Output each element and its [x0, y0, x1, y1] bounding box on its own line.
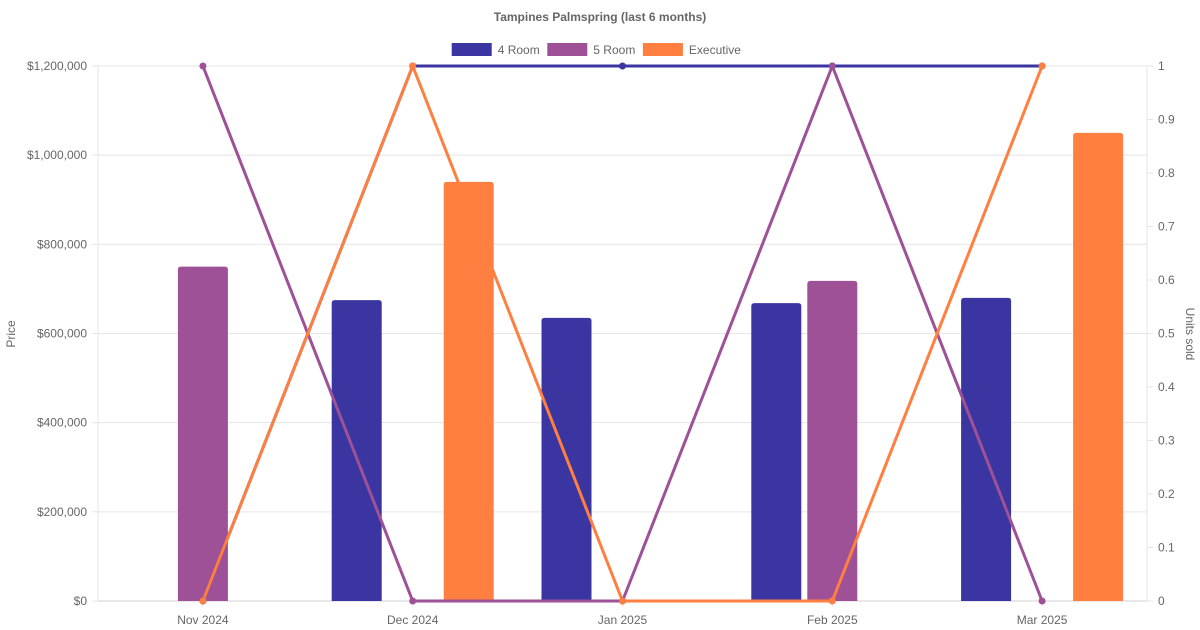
bar-5-room[interactable]: [807, 280, 858, 601]
x-tick-label: Jan 2025: [598, 613, 648, 627]
y-left-tick-label: $1,000,000: [27, 148, 87, 162]
y-right-tick-label: 0.6: [1158, 273, 1175, 287]
bar-5-room[interactable]: [177, 266, 228, 601]
y-left-tick-label: $400,000: [37, 416, 87, 430]
point-executive[interactable]: [828, 597, 836, 605]
y-right-tick-label: 0.5: [1158, 327, 1175, 341]
legend-swatch: [451, 43, 492, 56]
point-executive[interactable]: [199, 597, 207, 605]
x-tick-label: Mar 2025: [1017, 613, 1068, 627]
legend-item-5-room[interactable]: 5 Room: [547, 43, 635, 57]
point-executive[interactable]: [409, 62, 417, 70]
left-axis-ticks: $0 $200,000 $400,000 $600,000 $800,000 $1,000…: [27, 59, 87, 608]
legend-label: Executive: [689, 43, 741, 57]
legend-swatch: [642, 43, 683, 56]
bars: [177, 132, 1124, 601]
y-right-tick-label: 0.2: [1158, 487, 1175, 501]
legend[interactable]: 4 Room 5 Room Executive: [451, 43, 742, 57]
x-axis-ticks: Nov 2024 Dec 2024 Jan 2025 Feb 2025 Mar 2025: [177, 613, 1068, 627]
legend-label: 4 Room: [498, 43, 540, 57]
bar-4-room[interactable]: [751, 303, 802, 601]
point-4-room[interactable]: [619, 62, 626, 70]
x-tick-label: Feb 2025: [807, 613, 858, 627]
point-5-room[interactable]: [828, 62, 836, 70]
y-left-tick-label: $600,000: [37, 327, 87, 341]
y-left-axis-label: Price: [4, 320, 18, 348]
point-5-room[interactable]: [1038, 597, 1046, 605]
bar-executive[interactable]: [1073, 132, 1124, 601]
y-right-tick-label: 1: [1158, 59, 1165, 73]
point-5-room[interactable]: [199, 62, 207, 70]
legend-item-4-room[interactable]: 4 Room: [451, 43, 540, 57]
x-tick-label: Nov 2024: [177, 613, 229, 627]
y-left-tick-label: $1,200,000: [27, 59, 87, 73]
legend-swatch: [547, 43, 588, 56]
y-left-tick-label: $200,000: [37, 505, 87, 519]
bar-4-room[interactable]: [961, 297, 1012, 601]
y-right-axis-label: Units sold: [1183, 308, 1197, 361]
y-left-tick-label: $800,000: [37, 237, 87, 251]
legend-item-executive[interactable]: Executive: [642, 43, 741, 57]
point-executive[interactable]: [1038, 62, 1046, 70]
point-executive[interactable]: [619, 597, 626, 605]
right-axis-ticks: 0 0.1 0.2 0.3 0.4 0.5 0.6 0.7 0.8 0.9 1: [1158, 59, 1175, 608]
y-right-tick-label: 0.4: [1158, 380, 1175, 394]
bar-4-room[interactable]: [331, 300, 382, 601]
y-right-tick-label: 0.9: [1158, 113, 1175, 127]
chart-title: Tampines Palmspring (last 6 months): [494, 10, 706, 24]
y-right-tick-label: 0.3: [1158, 434, 1175, 448]
x-tick-label: Dec 2024: [387, 613, 439, 627]
y-right-tick-label: 0.8: [1158, 166, 1175, 180]
legend-label: 5 Room: [593, 43, 635, 57]
y-right-tick-label: 0.7: [1158, 220, 1175, 234]
y-right-tick-label: 0.1: [1158, 541, 1175, 555]
point-5-room[interactable]: [409, 597, 417, 605]
points: [199, 62, 1046, 605]
bar-executive[interactable]: [443, 181, 494, 601]
y-left-tick-label: $0: [74, 594, 88, 608]
y-right-tick-label: 0: [1158, 594, 1165, 608]
